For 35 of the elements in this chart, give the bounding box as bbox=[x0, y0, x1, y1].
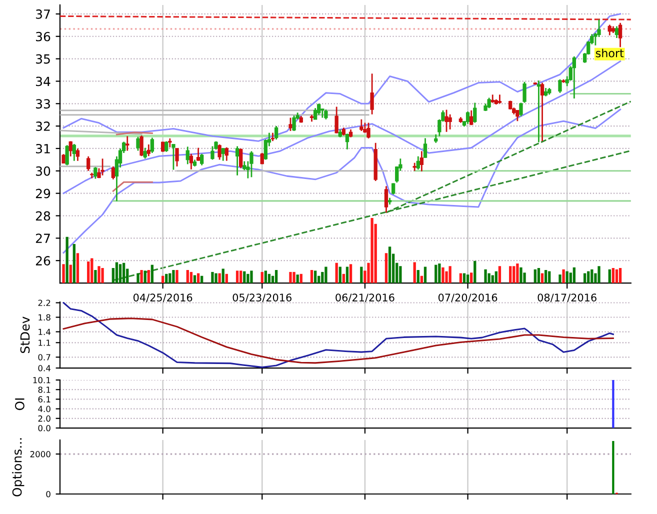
y-tick-label: 4.0 bbox=[38, 406, 50, 412]
y-tick-label: 0 bbox=[46, 490, 50, 498]
y-tick-label: 37 bbox=[36, 9, 50, 19]
y-tick-label: 34 bbox=[36, 76, 50, 86]
annotation: short bbox=[596, 48, 624, 58]
y-tick-label: 0.0 bbox=[38, 424, 50, 432]
y-tick-label: 29 bbox=[36, 188, 50, 198]
y-tick-label: 8.1 bbox=[38, 386, 50, 393]
y-tick-label: 27 bbox=[36, 234, 50, 243]
x-tick-label: 04/25/2016 bbox=[133, 294, 192, 302]
y-tick-label: 1.1 bbox=[38, 340, 50, 346]
y-tick-label: 2000 bbox=[30, 451, 50, 458]
y-axis-title: OI bbox=[14, 398, 24, 410]
y-tick-label: 10.1 bbox=[33, 376, 50, 384]
y-tick-label: 26 bbox=[36, 256, 50, 266]
y-tick-label: 31 bbox=[36, 144, 50, 154]
y-tick-label: 1.8 bbox=[38, 314, 50, 321]
y-tick-label: 35 bbox=[36, 54, 50, 64]
y-tick-label: 1.4 bbox=[38, 328, 50, 335]
y-tick-label: 28 bbox=[36, 211, 50, 221]
y-tick-label: 0.4 bbox=[38, 365, 50, 372]
y-axis-title: StDev bbox=[20, 316, 30, 353]
x-tick-label: 07/20/2016 bbox=[438, 294, 498, 302]
x-tick-label: 08/17/2016 bbox=[538, 294, 596, 302]
y-tick-label: 2.2 bbox=[38, 300, 50, 306]
y-tick-label: 32 bbox=[36, 122, 50, 131]
y-tick-label: 33 bbox=[36, 99, 50, 109]
y-tick-label: 6.1 bbox=[38, 396, 50, 402]
x-tick-label: 06/21/2016 bbox=[336, 294, 394, 302]
x-tick-label: 05/23/2016 bbox=[232, 294, 292, 302]
y-tick-label: 30 bbox=[36, 166, 50, 176]
y-tick-label: 36 bbox=[36, 32, 50, 42]
y-tick-label: 0.7 bbox=[38, 354, 50, 360]
y-tick-label: 2.0 bbox=[38, 415, 50, 422]
y-axis-title: Options... bbox=[12, 438, 24, 496]
